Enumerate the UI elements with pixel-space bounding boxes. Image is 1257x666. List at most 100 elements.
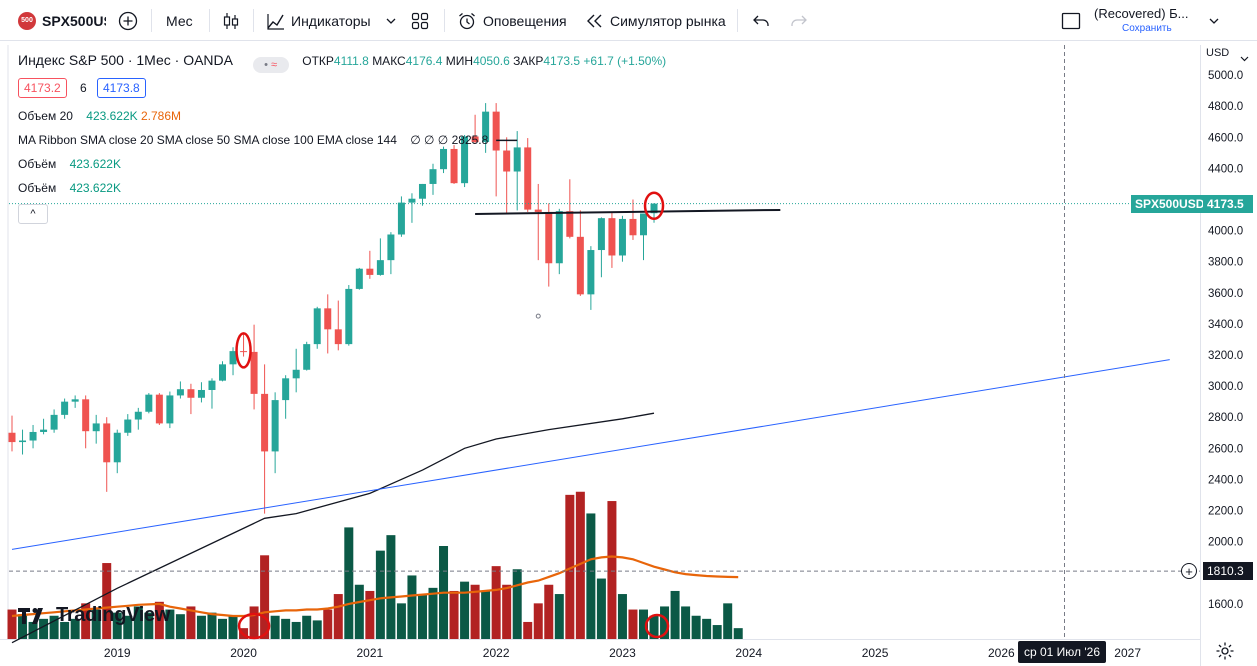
series-title[interactable]: Индекс S&P 500 · 1Мес · OANDA [18, 52, 233, 68]
settings-button[interactable] [1215, 641, 1235, 666]
buy-price-box[interactable]: 4173.8 [97, 78, 146, 98]
candle-body [197, 389, 205, 398]
volume-bar [354, 584, 364, 639]
symbol-price-tag: SPX500USD [1131, 194, 1209, 213]
volume-bar [691, 615, 701, 639]
volume-bar [544, 584, 554, 639]
volume-bar [481, 590, 491, 639]
volume-bar [49, 615, 59, 639]
candle-body [303, 344, 311, 370]
tradingview-logo: TradingView [18, 604, 170, 627]
candle-body [250, 351, 258, 394]
toolbar-divider [253, 9, 254, 32]
close-label: ЗАКР [513, 54, 544, 68]
volume-legend[interactable]: Объем 20 423.622K 2.786M [18, 109, 181, 123]
indicators-dropdown[interactable] [385, 0, 397, 41]
price-tick-label: 3600.0 [1208, 288, 1243, 300]
templates-icon [411, 12, 429, 29]
crosshair-date-tag: ср 01 Июл '26 [1018, 641, 1106, 663]
templates-button[interactable] [411, 0, 429, 41]
price-tick-label: 2200.0 [1208, 506, 1243, 518]
volume-bar [733, 628, 743, 639]
drawing-handle [535, 313, 541, 319]
candle-body [408, 198, 416, 203]
high-label: МАКС [372, 54, 406, 68]
price-tick-label: 5000.0 [1208, 70, 1243, 82]
alerts-button[interactable]: Оповещения [457, 0, 567, 41]
tradingview-wordmark: TradingView [56, 604, 171, 626]
close-value: 4173.5 [543, 54, 581, 68]
volume-bar [228, 615, 238, 639]
volume-bar [39, 618, 49, 639]
save-label[interactable]: Сохранить [1122, 23, 1172, 34]
time-tick-label: 2021 [356, 646, 383, 660]
layout-name[interactable]: (Recovered) Б... [1094, 6, 1189, 21]
layout-dropdown[interactable] [1208, 0, 1220, 41]
volume-bar [396, 603, 406, 639]
crosshair-price-tag: 1810.3 [1203, 562, 1253, 581]
volume-bar [596, 578, 606, 639]
sell-price-box[interactable]: 4173.2 [18, 78, 67, 98]
candle-body [92, 423, 100, 432]
indicators-icon [267, 13, 284, 30]
volume-bar [123, 615, 133, 639]
candle-body [40, 429, 48, 432]
compare-button[interactable] [118, 0, 138, 41]
redo-button[interactable] [790, 0, 808, 41]
tv-logo-icon [18, 607, 43, 624]
volume-bar [681, 606, 691, 639]
volume-bar [312, 620, 322, 639]
volume-bar [81, 603, 91, 639]
currency-dropdown[interactable] [1240, 50, 1249, 68]
crosshair-add-icon[interactable]: + [1181, 563, 1197, 580]
symbol-search-button[interactable]: 500 SPX500USD [18, 0, 106, 41]
volume-bar [617, 594, 627, 639]
candle-body [176, 389, 184, 396]
undo-button[interactable] [752, 0, 770, 41]
candle-body [366, 268, 374, 275]
volume-bar [102, 563, 112, 639]
change-value: +61.7 (+1.50%) [583, 54, 667, 68]
volume-bar [344, 527, 354, 639]
fullscreen-icon [1061, 12, 1081, 29]
candle-body [261, 393, 269, 452]
chart-type-button[interactable] [222, 0, 240, 41]
volume-bar [460, 581, 470, 639]
candle-body [440, 148, 448, 170]
volume-legend-2[interactable]: Объём 423.622K [18, 157, 121, 171]
candle-body [618, 218, 626, 256]
support-line [475, 208, 781, 215]
candle-body [640, 213, 647, 236]
collapse-legend-button[interactable]: ^ [18, 204, 48, 224]
volume-value: 423.622K [69, 181, 121, 195]
candle-body [134, 411, 142, 420]
candle-body [8, 432, 16, 443]
interval-button[interactable]: Мес [166, 12, 193, 29]
open-value: 4111.8 [333, 54, 369, 68]
price-tick-label: 4800.0 [1208, 101, 1243, 113]
visibility-toggle[interactable]: • ≈ [252, 57, 289, 73]
fullscreen-button[interactable] [1061, 0, 1081, 41]
volume-bar [607, 501, 617, 639]
replay-button[interactable]: Симулятор рынка [585, 0, 726, 41]
volume-bar [144, 612, 154, 639]
replay-label: Симулятор рынка [610, 12, 726, 29]
volume-bar [417, 594, 427, 639]
volume-legend-3[interactable]: Объём 423.622K [18, 181, 121, 195]
indicators-button[interactable]: Индикаторы [266, 0, 371, 41]
volume-bar [175, 614, 185, 639]
currency-label[interactable]: USD [1206, 47, 1230, 59]
volume-bar [491, 566, 501, 639]
candle-body [282, 378, 290, 401]
candle-body [187, 389, 195, 398]
candle-body [155, 394, 163, 424]
candle-body [219, 364, 226, 381]
volume-bar [554, 594, 564, 639]
volume-bar [523, 621, 533, 639]
volume-bar [186, 606, 196, 639]
volume-bar [249, 606, 259, 639]
candle-body [482, 111, 490, 142]
ma-ribbon-legend[interactable]: MA Ribbon SMA close 20 SMA close 50 SMA … [18, 133, 488, 147]
volume-bar [660, 606, 670, 639]
